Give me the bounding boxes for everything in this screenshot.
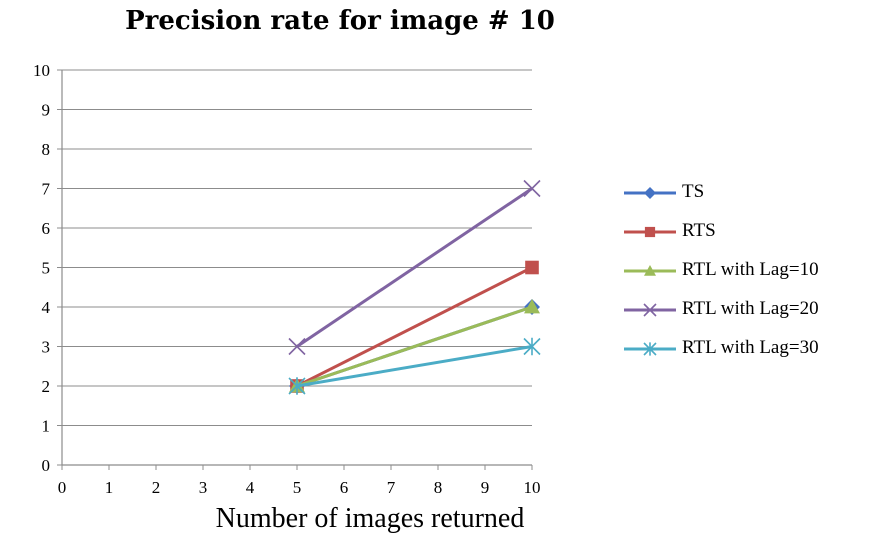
x-tick-label: 9	[481, 478, 490, 497]
data-point-square-marker	[525, 260, 539, 275]
series-line	[296, 305, 533, 388]
chart-title: Precision rate for image # 10	[125, 6, 555, 36]
y-tick-label: 2	[42, 377, 51, 396]
data-point-star-marker	[288, 377, 306, 395]
series-2	[289, 299, 540, 393]
x-tick-label: 10	[524, 478, 541, 497]
x-tick-label: 4	[246, 478, 255, 497]
legend-key	[624, 303, 676, 317]
x-tick-label: 8	[434, 478, 443, 497]
y-tick-label: 7	[42, 180, 51, 199]
y-tick-label: 10	[33, 61, 50, 80]
y-tick-label: 3	[42, 338, 51, 357]
series-4	[288, 337, 541, 395]
x-tick-label: 5	[293, 478, 302, 497]
y-tick-label: 5	[42, 259, 51, 278]
data-point-square-marker	[644, 226, 656, 238]
data-point-triangle-marker	[524, 299, 540, 314]
x-tick-label: 0	[58, 478, 67, 497]
legend-key	[624, 342, 676, 356]
legend-label: RTL with Lag=20	[682, 298, 819, 319]
series-line	[296, 266, 533, 388]
legend-key	[624, 226, 676, 238]
gridlines	[62, 69, 532, 426]
axes	[57, 69, 533, 470]
data-point-diamond-marker	[644, 187, 656, 199]
x-tick-label: 3	[199, 478, 208, 497]
data-point-triangle-marker	[644, 265, 656, 276]
x-tick-label: 6	[340, 478, 349, 497]
y-tick-label: 9	[42, 101, 51, 120]
series-lines	[288, 179, 541, 395]
legend-label: TS	[682, 181, 705, 202]
x-tick-label: 1	[105, 478, 114, 497]
series-line	[296, 345, 533, 388]
series-3	[288, 179, 541, 356]
x-axis-title: Number of images returned	[215, 503, 525, 534]
legend-key	[624, 187, 676, 199]
y-tick-label: 8	[42, 140, 51, 159]
y-tick-label: 4	[42, 298, 51, 317]
x-tick-label: 7	[387, 478, 396, 497]
tick-labels: 0 1 2 3 4 5 6 7 8 9 10 0 1 2 3 4 5 6 7 8 9 10	[33, 61, 541, 497]
legend-key	[624, 265, 676, 276]
y-tick-label: 6	[42, 219, 51, 238]
y-tick-label: 1	[42, 417, 51, 436]
legend-label: RTL with Lag=10	[682, 259, 819, 280]
legend-label: RTL with Lag=30	[682, 337, 819, 358]
data-point-star-marker	[643, 342, 657, 356]
series-line	[296, 187, 533, 348]
x-tick-label: 2	[152, 478, 161, 497]
data-point-star-marker	[523, 337, 541, 356]
data-point-x-marker	[523, 179, 541, 198]
data-point-x-marker	[643, 303, 657, 317]
legend-label: RTS	[682, 220, 716, 241]
y-tick-label: 0	[42, 456, 51, 475]
data-point-x-marker	[288, 337, 306, 356]
